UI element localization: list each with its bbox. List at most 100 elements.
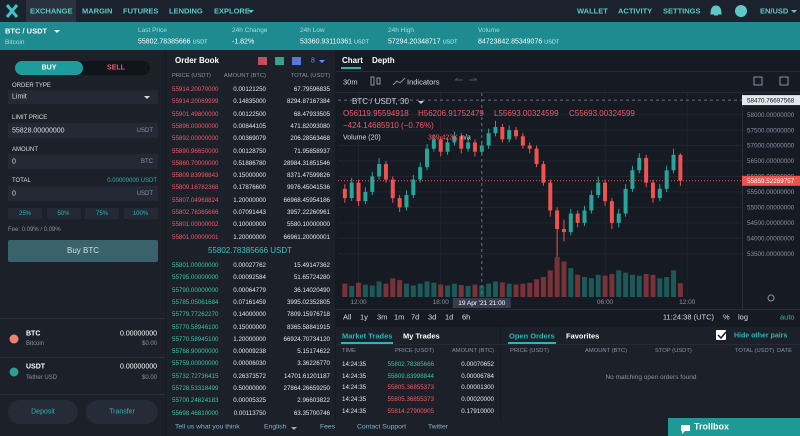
view-icon[interactable]	[258, 57, 267, 65]
locale[interactable]: EN/USD	[760, 6, 789, 16]
nav-item[interactable]: EXCHANGE	[30, 6, 73, 16]
percent-button[interactable]	[8, 208, 42, 219]
deposit-button[interactable]	[8, 400, 78, 424]
chart-option[interactable]: log	[738, 312, 749, 322]
book-price[interactable]: 55728.53318499	[172, 384, 219, 392]
book-price[interactable]: 55801.00000002	[172, 221, 219, 229]
chart-option[interactable]: auto	[780, 312, 795, 322]
nav-item[interactable]: LENDING	[169, 6, 203, 16]
field-value[interactable]: 0	[12, 190, 16, 197]
field-value[interactable]: 0	[12, 158, 16, 165]
percent-button[interactable]	[85, 208, 119, 219]
percent-button[interactable]	[46, 208, 81, 219]
order-type[interactable]: Limit	[12, 93, 27, 101]
range[interactable]: 7d	[411, 312, 420, 322]
orders-tab[interactable]: Favorites	[566, 331, 600, 341]
nav-item[interactable]: WALLET	[577, 6, 608, 16]
pair[interactable]: BTC / USDT	[5, 26, 48, 36]
book-total: 7809.15976718	[286, 311, 330, 319]
limit-price-input[interactable]	[8, 123, 158, 138]
book-price[interactable]: 55809.83998843	[172, 171, 219, 179]
undo-redo[interactable]	[454, 77, 478, 81]
action[interactable]: Deposit	[31, 408, 55, 416]
book-price[interactable]: 55795.00000000	[172, 274, 219, 282]
transfer-button[interactable]	[86, 400, 158, 424]
interval[interactable]: 30m	[343, 76, 358, 86]
book-price[interactable]: 55914.20069999	[172, 98, 219, 106]
book-price[interactable]: 55770.58946100	[172, 323, 219, 331]
book-price[interactable]: 55698.46810000	[172, 409, 219, 417]
buy-tab-bg[interactable]	[15, 61, 83, 75]
range[interactable]: 1m	[394, 312, 405, 322]
bell-icon[interactable]	[710, 5, 722, 16]
range[interactable]: All	[343, 312, 352, 322]
candles-icon[interactable]	[376, 77, 381, 85]
footer-link[interactable]: Tell us what you think	[175, 423, 240, 431]
percent-button[interactable]	[123, 208, 158, 219]
book-col: PRICE (USDT)	[172, 73, 211, 80]
book-price[interactable]: 55890.96650000	[172, 147, 219, 155]
range[interactable]: 6h	[462, 312, 471, 322]
footer-link[interactable]: Fees	[320, 423, 336, 431]
book-price[interactable]: 55802.78365666	[172, 208, 219, 216]
book-price[interactable]: 55768.90000000	[172, 347, 219, 355]
sell-tab[interactable]: SELL	[107, 64, 125, 72]
nav-item[interactable]: FUTURES	[123, 6, 159, 16]
nav-item[interactable]: MARGIN	[82, 6, 113, 16]
book-price[interactable]: 55860.70000000	[172, 159, 219, 167]
submit[interactable]: Buy BTC	[66, 246, 99, 255]
chart-tab[interactable]: Chart	[342, 56, 363, 65]
footer-link[interactable]: English	[264, 423, 287, 431]
book-price[interactable]: 55901.49800000	[172, 110, 219, 118]
nav-item[interactable]: EXPLORE	[214, 6, 250, 16]
book-price[interactable]: 55790.00000000	[172, 286, 219, 294]
action[interactable]: Transfer	[109, 408, 135, 416]
candles-icon[interactable]	[370, 76, 375, 86]
panel-icons[interactable]	[753, 76, 789, 86]
range[interactable]: 3m	[377, 312, 388, 322]
book-price[interactable]: 55809.16782368	[172, 184, 219, 192]
book-price[interactable]: 55785.05061684	[172, 298, 219, 306]
footer-link[interactable]: Twitter	[428, 423, 449, 431]
range[interactable]: 3d	[428, 312, 437, 322]
nav-item[interactable]: ACTIVITY	[618, 6, 653, 16]
total-input[interactable]	[8, 186, 158, 201]
indicators[interactable]: Indicators	[407, 76, 440, 86]
precision[interactable]: 8	[311, 57, 315, 65]
hide-label[interactable]: Hide other pairs	[734, 332, 788, 339]
checkbox[interactable]	[716, 330, 726, 340]
indicators-icon[interactable]	[392, 77, 406, 86]
trades-tab[interactable]: My Trades	[403, 331, 440, 341]
trollbox-button[interactable]	[668, 418, 800, 436]
order-type-select[interactable]	[8, 90, 158, 104]
field-value[interactable]: 55828.00000000	[12, 127, 65, 134]
avatar[interactable]	[735, 5, 747, 17]
range[interactable]: 1d	[445, 312, 454, 322]
buy-tab[interactable]: BUY	[41, 64, 57, 72]
view-icon[interactable]	[275, 57, 284, 65]
footer-link[interactable]: Contact Support	[357, 423, 407, 431]
book-price[interactable]: 55801.00000001	[172, 233, 219, 241]
trollbox[interactable]: Trollbox	[694, 421, 730, 432]
book-price[interactable]: 55807.04968824	[172, 196, 219, 204]
buy-button[interactable]	[8, 240, 158, 262]
book-price[interactable]: 55892.00000000	[172, 135, 219, 143]
book-price[interactable]: 55914.20070000	[172, 85, 219, 93]
settings-icon[interactable]	[767, 294, 775, 302]
book-price[interactable]: 55896.00000000	[172, 122, 219, 130]
amount-input[interactable]	[8, 154, 158, 169]
book-price[interactable]: 55700.24824183	[172, 397, 219, 405]
view-icon[interactable]	[292, 57, 301, 65]
book-price[interactable]: 55779.77262270	[172, 311, 219, 319]
book-price[interactable]: 55732.72736415	[172, 372, 219, 380]
nav-item[interactable]: SETTINGS	[663, 6, 701, 16]
book-price[interactable]: 55759.00000000	[172, 360, 219, 368]
orders-tab[interactable]: Open Orders	[509, 331, 555, 341]
chart-tab[interactable]: Depth	[372, 56, 395, 65]
range[interactable]: 1y	[360, 312, 368, 322]
book-price[interactable]: 55801.00000000	[172, 261, 219, 269]
book-price[interactable]: 55770.58945100	[172, 335, 219, 343]
trades-tab[interactable]: Market Trades	[342, 331, 393, 341]
candle-body	[650, 182, 655, 199]
chart-option[interactable]: %	[723, 312, 730, 322]
